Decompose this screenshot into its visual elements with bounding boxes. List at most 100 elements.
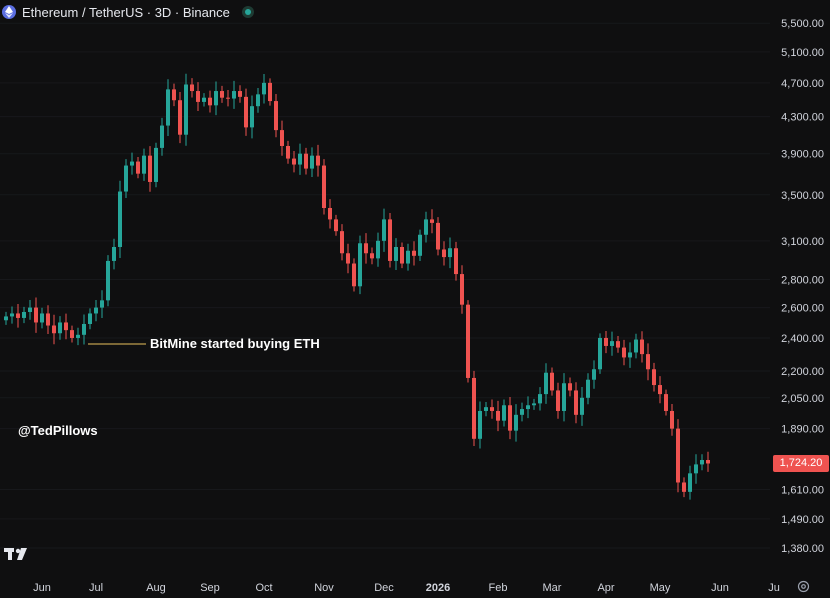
time-tick-label: Jun [711,582,729,594]
candle-body [526,405,530,410]
candle [406,243,410,271]
candle [28,299,32,320]
candle-body [358,243,362,287]
price-tick-label: 1,610.00 [781,484,824,496]
candle-body [676,428,680,483]
candle-body [382,219,386,241]
candle [382,208,386,252]
candle [268,78,272,106]
candle [220,85,224,103]
candle [610,331,614,356]
candle-body [418,234,422,256]
candle [454,241,458,281]
candle-body [232,91,236,99]
price-axis: 5,500.00 5,100.00 4,700.00 4,300.00 3,900.00… [781,18,824,555]
candle-body [70,330,74,338]
price-tick-label: 5,500.00 [781,18,824,30]
candle-body [196,91,200,102]
time-tick-label: Ju [768,582,780,594]
candle [286,140,290,164]
candle-body [172,89,176,101]
tradingview-logo-icon[interactable] [4,546,32,567]
price-tick-label: 1,890.00 [781,424,824,436]
candle-body [658,385,662,395]
candle-body [592,369,596,380]
candle-body [112,246,116,261]
candle [124,159,128,199]
candle-body [274,101,278,131]
candle [568,377,572,397]
candle [508,397,512,440]
candle-body [490,407,494,411]
candle [76,327,80,346]
time-tick-label: Sep [200,582,220,594]
candle-body [388,219,392,261]
candle [430,209,434,234]
candle [142,148,146,181]
candle-body [442,249,446,258]
price-tick-label: 1,490.00 [781,514,824,526]
candle-body [502,405,506,421]
candle [70,325,74,343]
price-tick-label: 2,600.00 [781,303,824,315]
candle-body [88,313,92,324]
candle-body [406,250,410,264]
candle [34,297,38,333]
candle [640,331,644,363]
last-price-tag: 1,724.20 [773,454,829,472]
candle-body [550,372,554,391]
candle-body [610,341,614,346]
candle [682,477,686,498]
candle [172,83,176,107]
candle-body [214,91,218,106]
candle-body [328,208,332,220]
candle [280,120,284,156]
price-tick-label: 2,050.00 [781,393,824,405]
candle-body [682,482,686,492]
time-tick-label: May [650,582,671,594]
symbol-title[interactable]: Ethereum / TetherUS · 3D · Binance [22,4,230,20]
candle-body [160,125,164,148]
gear-icon[interactable] [797,580,810,598]
candle-body [52,325,56,334]
candle [424,211,428,243]
candle-body [106,260,110,301]
candle-body [262,82,266,95]
price-tick-label: 1,380.00 [781,543,824,555]
candle [58,316,62,340]
candle-body [370,253,374,259]
candle-body [400,246,404,264]
candle-body [544,372,548,395]
candle-body [652,369,656,386]
candle [676,419,680,493]
candle-body [628,352,632,358]
time-tick-label: Feb [489,582,508,594]
candle-body [532,403,536,406]
candle-body [424,219,428,235]
candle [112,238,116,270]
candle-body [28,307,32,312]
candle-body [46,313,50,326]
chart-gridlines [0,22,770,549]
candle-body [472,377,476,439]
candle-body [94,307,98,314]
candle-body [100,300,104,308]
candle-body [226,97,230,99]
annotation-label: BitMine started buying ETH [150,336,320,351]
candle [178,91,182,144]
candle-body [184,84,188,135]
candle [628,342,632,368]
candle-body [586,379,590,398]
price-tick-label: 5,100.00 [781,47,824,59]
candle [478,401,482,449]
candle [412,241,416,266]
candle-body [478,410,482,439]
candle-body [700,460,704,465]
candle [670,403,674,436]
candle-body [688,473,692,492]
candle-body [202,97,206,102]
candle-body [316,155,320,166]
candle [700,454,704,471]
candle [328,199,332,229]
